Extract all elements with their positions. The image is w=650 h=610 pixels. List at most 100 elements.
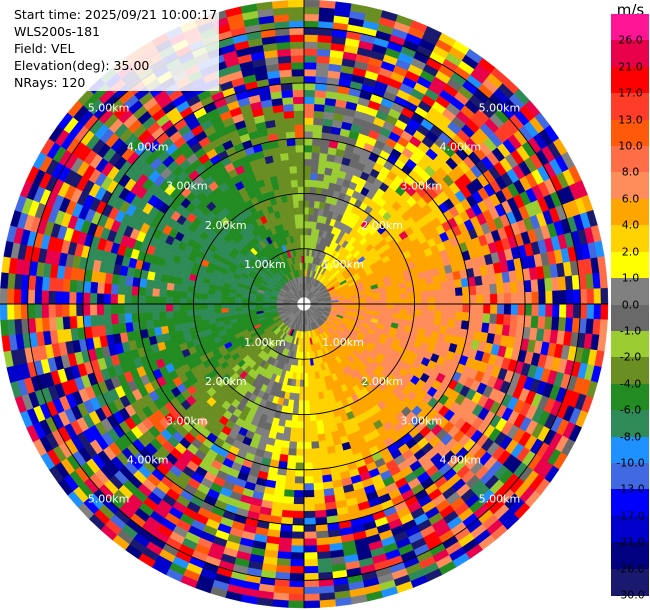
velocity-gate: [303, 6, 320, 15]
velocity-gate: [579, 303, 588, 320]
velocity-gate: [131, 294, 139, 305]
velocity-gate: [172, 290, 181, 298]
velocity-gate: [103, 313, 112, 326]
velocity-gate: [290, 552, 305, 560]
velocity-gate: [433, 282, 442, 291]
velocity-gate: [303, 213, 309, 222]
velocity-gate: [227, 307, 236, 313]
velocity-gate: [13, 303, 22, 320]
velocity-gate: [530, 315, 539, 329]
velocity-gate: [27, 289, 36, 305]
velocity-gate: [406, 286, 415, 294]
velocity-gate: [593, 303, 602, 320]
velocity-gate: [475, 312, 484, 324]
velocity-gate: [303, 579, 320, 588]
velocity-gate: [303, 158, 312, 167]
velocity-gate: [448, 295, 457, 305]
velocity-gate: [318, 159, 327, 168]
velocity-gate: [365, 303, 374, 308]
velocity-gate: [131, 285, 140, 296]
velocity-gate: [316, 551, 331, 560]
velocity-gate: [159, 281, 168, 290]
velocity-gate: [303, 151, 313, 160]
velocity-gate: [307, 372, 313, 381]
velocity-gate: [312, 138, 322, 147]
velocity-gate: [317, 166, 326, 175]
velocity-gate: [311, 448, 321, 457]
velocity-gate: [379, 299, 388, 305]
velocity-gate: [600, 287, 609, 305]
velocity-gate: [234, 303, 243, 308]
velocity-gate: [303, 137, 313, 146]
velocity-gate: [75, 291, 84, 305]
velocity-gate: [509, 281, 519, 294]
velocity-gate: [96, 292, 105, 305]
velocity-gate: [311, 145, 321, 154]
velocity-gate: [372, 299, 381, 305]
velocity-gate: [293, 490, 305, 498]
velocity-gate: [303, 593, 320, 602]
velocity-gate: [159, 318, 168, 327]
velocity-gate: [275, 564, 291, 574]
velocity-gate: [314, 406, 322, 415]
velocity-gate: [313, 392, 320, 401]
velocity-gate: [193, 309, 202, 316]
velocity-gate: [207, 308, 215, 315]
velocity-gate: [303, 34, 319, 43]
velocity-gate: [427, 310, 436, 318]
velocity-gate: [34, 275, 44, 291]
velocity-gate: [165, 303, 174, 312]
velocity-gate: [476, 294, 484, 305]
velocity-gate: [313, 399, 321, 408]
velocity-gate: [151, 295, 160, 305]
velocity-gate: [308, 393, 315, 401]
velocity-gate: [303, 462, 313, 471]
velocity-gate: [200, 313, 209, 321]
velocity-gate: [290, 545, 305, 553]
velocity-gate: [207, 298, 215, 305]
velocity-gate: [291, 524, 305, 533]
velocity-gate: [152, 318, 161, 329]
velocity-gate: [271, 599, 289, 608]
velocity-gate: [293, 496, 305, 505]
velocity-gate: [545, 290, 553, 305]
velocity-gate: [166, 282, 175, 291]
velocity-gate: [317, 41, 332, 51]
velocity-gate: [440, 318, 449, 327]
velocity-gate: [441, 310, 450, 320]
velocity-gate: [454, 287, 463, 297]
velocity-gate: [313, 103, 326, 112]
velocity-gate: [303, 545, 318, 553]
velocity-gate: [385, 289, 394, 296]
velocity-gate: [455, 303, 464, 313]
velocity-gate: [538, 291, 547, 305]
velocity-gate: [282, 503, 294, 512]
velocity-gate: [124, 294, 132, 305]
velocity-gate: [294, 476, 305, 484]
velocity-gate: [310, 158, 320, 167]
velocity-gate: [537, 316, 546, 330]
velocity-gate: [365, 300, 374, 305]
velocity-gate: [110, 293, 118, 305]
velocity-gate: [68, 291, 77, 305]
velocity-gate: [379, 295, 388, 301]
velocity-gate: [303, 75, 317, 84]
velocity-gate: [110, 313, 119, 325]
velocity-gate: [0, 271, 9, 289]
velocity-gate: [312, 468, 323, 477]
velocity-gate: [303, 41, 318, 49]
velocity-gate: [41, 317, 51, 332]
velocity-gate: [303, 524, 317, 533]
velocity-gate: [290, 420, 299, 429]
velocity-gate: [207, 293, 215, 300]
velocity-gate: [565, 303, 574, 319]
velocity-gate: [447, 279, 456, 290]
velocity-gate: [413, 291, 422, 299]
velocity-gate: [440, 281, 449, 290]
velocity-gate: [317, 557, 332, 567]
velocity-gate: [277, 551, 292, 560]
velocity-gate: [303, 517, 316, 526]
velocity-gate: [287, 448, 297, 457]
velocity-gate: [288, 593, 305, 602]
velocity-gate: [151, 311, 160, 321]
